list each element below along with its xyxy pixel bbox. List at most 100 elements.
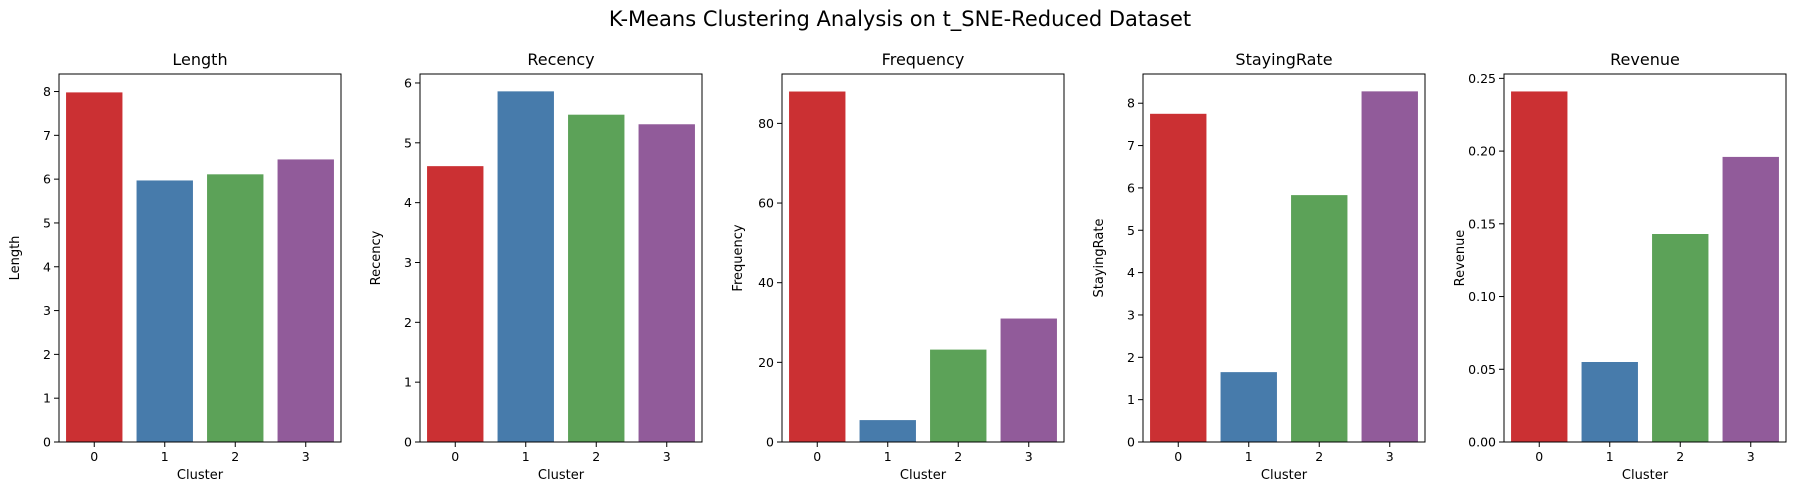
bar-cluster-1 bbox=[1581, 362, 1638, 442]
y-tick-label: 40 bbox=[758, 275, 774, 290]
y-tick-label: 8 bbox=[1127, 96, 1135, 111]
bar-cluster-1 bbox=[497, 91, 554, 442]
x-tick-label: 1 bbox=[161, 449, 169, 464]
y-tick-label: 0 bbox=[766, 435, 774, 450]
y-tick-label: 7 bbox=[43, 128, 51, 143]
bar-cluster-0 bbox=[427, 166, 484, 442]
x-tick-label: 0 bbox=[1174, 449, 1182, 464]
y-axis-label: Frequency bbox=[731, 224, 746, 291]
x-tick-label: 3 bbox=[1747, 449, 1755, 464]
x-tick-label: 3 bbox=[302, 449, 310, 464]
bar-cluster-3 bbox=[638, 124, 695, 442]
y-tick-label: 5 bbox=[1127, 223, 1135, 238]
bar-cluster-1 bbox=[1220, 372, 1277, 442]
y-tick-label: 8 bbox=[43, 84, 51, 99]
x-tick-label: 1 bbox=[1606, 449, 1614, 464]
y-tick-label: 3 bbox=[43, 303, 51, 318]
subplot-title: Revenue bbox=[1610, 50, 1680, 69]
y-tick-label: 1 bbox=[43, 391, 51, 406]
bar-cluster-3 bbox=[1361, 91, 1418, 442]
x-tick-label: 3 bbox=[1386, 449, 1394, 464]
y-tick-label: 80 bbox=[758, 116, 774, 131]
x-tick-label: 1 bbox=[884, 449, 892, 464]
x-tick-label: 0 bbox=[813, 449, 821, 464]
x-tick-label: 2 bbox=[231, 449, 239, 464]
y-axis-label: Recency bbox=[369, 230, 384, 285]
x-axis-label: Cluster bbox=[177, 468, 224, 483]
y-tick-label: 2 bbox=[404, 315, 412, 330]
axes-frame bbox=[1503, 73, 1787, 443]
y-axis-label: Length bbox=[8, 236, 23, 281]
y-tick-label: 0.15 bbox=[1468, 216, 1496, 231]
y-tick-label: 0.05 bbox=[1468, 362, 1496, 377]
x-tick-label: 2 bbox=[592, 449, 600, 464]
bar-cluster-0 bbox=[1511, 91, 1568, 443]
y-tick-label: 2 bbox=[1127, 350, 1135, 365]
y-tick-label: 0.10 bbox=[1468, 289, 1496, 304]
axes-frame bbox=[781, 73, 1065, 443]
y-tick-label: 4 bbox=[43, 259, 51, 274]
bar-cluster-1 bbox=[136, 180, 193, 442]
y-axis-label: Revenue bbox=[1453, 230, 1468, 287]
y-tick-label: 6 bbox=[1127, 180, 1135, 195]
y-tick-label: 1 bbox=[1127, 392, 1135, 407]
x-tick-label: 2 bbox=[954, 449, 962, 464]
figure-suptitle: K-Means Clustering Analysis on t_SNE-Red… bbox=[609, 7, 1191, 32]
bar-cluster-0 bbox=[1150, 113, 1207, 442]
y-tick-label: 3 bbox=[404, 255, 412, 270]
bar-cluster-0 bbox=[66, 92, 123, 443]
x-tick-label: 0 bbox=[451, 449, 459, 464]
axes-frame bbox=[1142, 73, 1426, 443]
bar-cluster-0 bbox=[789, 91, 846, 443]
axes-frame bbox=[58, 73, 342, 443]
bar-cluster-2 bbox=[930, 349, 987, 442]
y-tick-label: 4 bbox=[1127, 265, 1135, 280]
x-tick-label: 2 bbox=[1315, 449, 1323, 464]
subplot-recency: 0 1 2 3 4 5 6 0 1 2 3 Recency Cluster Recency bbox=[369, 50, 703, 483]
y-tick-label: 0 bbox=[1127, 435, 1135, 450]
y-tick-label: 1 bbox=[404, 375, 412, 390]
subplot-revenue: 0.00 0.05 0.10 0.15 0.20 0.25 0 1 2 3 Revenue Clust… bbox=[1453, 50, 1787, 483]
y-tick-label: 5 bbox=[404, 135, 412, 150]
subplot-title: Length bbox=[172, 50, 227, 69]
y-tick-label: 5 bbox=[43, 215, 51, 230]
y-tick-label: 7 bbox=[1127, 138, 1135, 153]
y-tick-label: 6 bbox=[404, 75, 412, 90]
subplot-stayingrate: 0 1 2 3 4 5 6 7 8 0 1 2 3 StayingRate Cluster StayingRa… bbox=[1092, 50, 1426, 483]
bar-cluster-2 bbox=[207, 174, 264, 443]
bar-cluster-1 bbox=[859, 420, 916, 442]
x-axis-label: Cluster bbox=[900, 468, 947, 483]
x-axis-label: Cluster bbox=[538, 468, 585, 483]
subplot-length: 0 1 2 3 4 5 6 7 8 0 1 2 3 Length Cluster Length bbox=[8, 50, 342, 483]
y-tick-label: 60 bbox=[758, 196, 774, 211]
y-tick-label: 0.00 bbox=[1468, 435, 1496, 450]
x-tick-label: 3 bbox=[1025, 449, 1033, 464]
y-tick-label: 0 bbox=[404, 435, 412, 450]
subplot-title: StayingRate bbox=[1235, 50, 1332, 69]
x-tick-label: 1 bbox=[1245, 449, 1253, 464]
bar-cluster-3 bbox=[1722, 156, 1779, 442]
x-axis-label: Cluster bbox=[1622, 468, 1669, 483]
y-tick-label: 0 bbox=[43, 435, 51, 450]
y-axis-label: StayingRate bbox=[1092, 219, 1107, 298]
y-tick-label: 4 bbox=[404, 195, 412, 210]
x-tick-label: 3 bbox=[663, 449, 671, 464]
subplot-title: Frequency bbox=[882, 50, 965, 69]
x-tick-label: 2 bbox=[1676, 449, 1684, 464]
x-axis-label: Cluster bbox=[1261, 468, 1308, 483]
bar-cluster-2 bbox=[568, 114, 625, 443]
y-tick-label: 2 bbox=[43, 347, 51, 362]
y-tick-label: 20 bbox=[758, 355, 774, 370]
axes-frame bbox=[419, 73, 703, 443]
y-tick-label: 0.25 bbox=[1468, 71, 1496, 86]
bar-cluster-2 bbox=[1652, 234, 1709, 442]
bar-cluster-3 bbox=[277, 159, 334, 442]
x-tick-label: 0 bbox=[1535, 449, 1543, 464]
subplot-frequency: 0 20 40 60 80 0 1 2 3 Frequency Cluster Frequency bbox=[731, 50, 1065, 483]
y-tick-label: 3 bbox=[1127, 307, 1135, 322]
y-tick-label: 6 bbox=[43, 172, 51, 187]
bar-cluster-3 bbox=[1000, 318, 1057, 442]
x-tick-label: 0 bbox=[90, 449, 98, 464]
